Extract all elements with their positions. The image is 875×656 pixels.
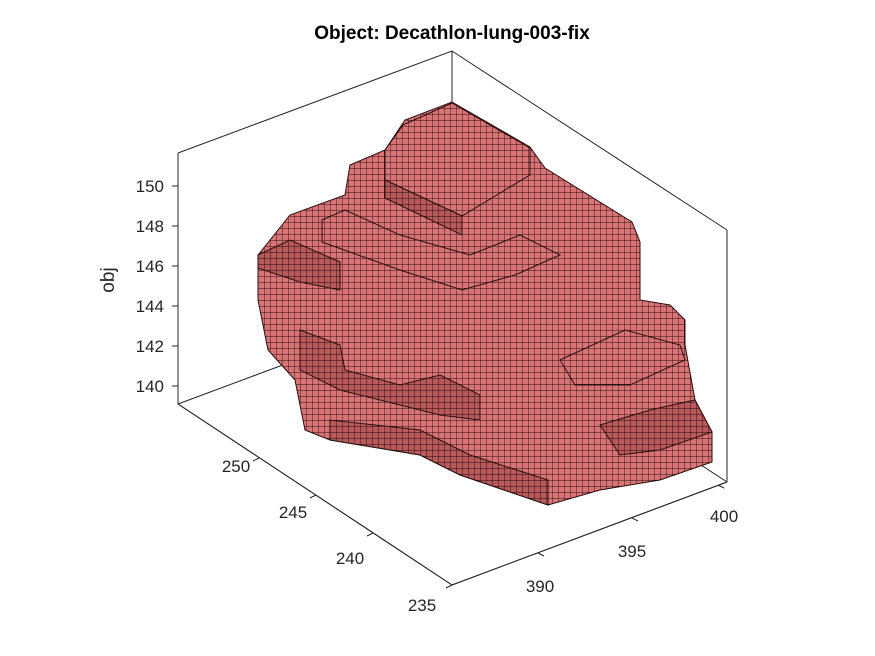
voxel-right-shelf — [559, 329, 686, 386]
x-tick-label: 395 — [618, 542, 646, 561]
z-tick-label: 146 — [136, 257, 164, 276]
x-tick-label: 400 — [710, 507, 738, 526]
voxel-mid-steps — [299, 329, 481, 421]
y-tick-label: 245 — [279, 503, 307, 522]
voxel-top-block — [384, 102, 531, 217]
x-tick-label: 390 — [526, 577, 554, 596]
z-tick-label: 142 — [136, 337, 164, 356]
plot-title: Object: Decathlon-lung-003-fix — [314, 23, 590, 44]
voxel-upper-shelf — [321, 209, 562, 291]
z-tick-label: 140 — [136, 377, 164, 396]
y-tick-label: 240 — [336, 549, 364, 568]
voxel-object — [257, 101, 713, 506]
voxel-left-shelf — [257, 239, 341, 291]
voxel-front-bottom — [329, 419, 549, 506]
x-axis: 390 395 400 — [526, 484, 738, 596]
z-tick-label: 150 — [136, 177, 164, 196]
y-axis: 250 245 240 235 — [222, 457, 453, 615]
voxel-body — [257, 101, 713, 506]
y-tick-label: 250 — [222, 457, 250, 476]
z-axis-label: obj — [98, 267, 119, 292]
z-tick-label: 144 — [136, 297, 164, 316]
axes-box-front — [177, 403, 728, 586]
y-tick-label: 235 — [408, 596, 436, 615]
z-axis: 140 142 144 146 148 150 obj — [98, 177, 178, 396]
voxel-right-lower-step — [599, 399, 713, 456]
voxel-top-block-side — [384, 179, 463, 236]
z-tick-label: 148 — [136, 217, 164, 236]
